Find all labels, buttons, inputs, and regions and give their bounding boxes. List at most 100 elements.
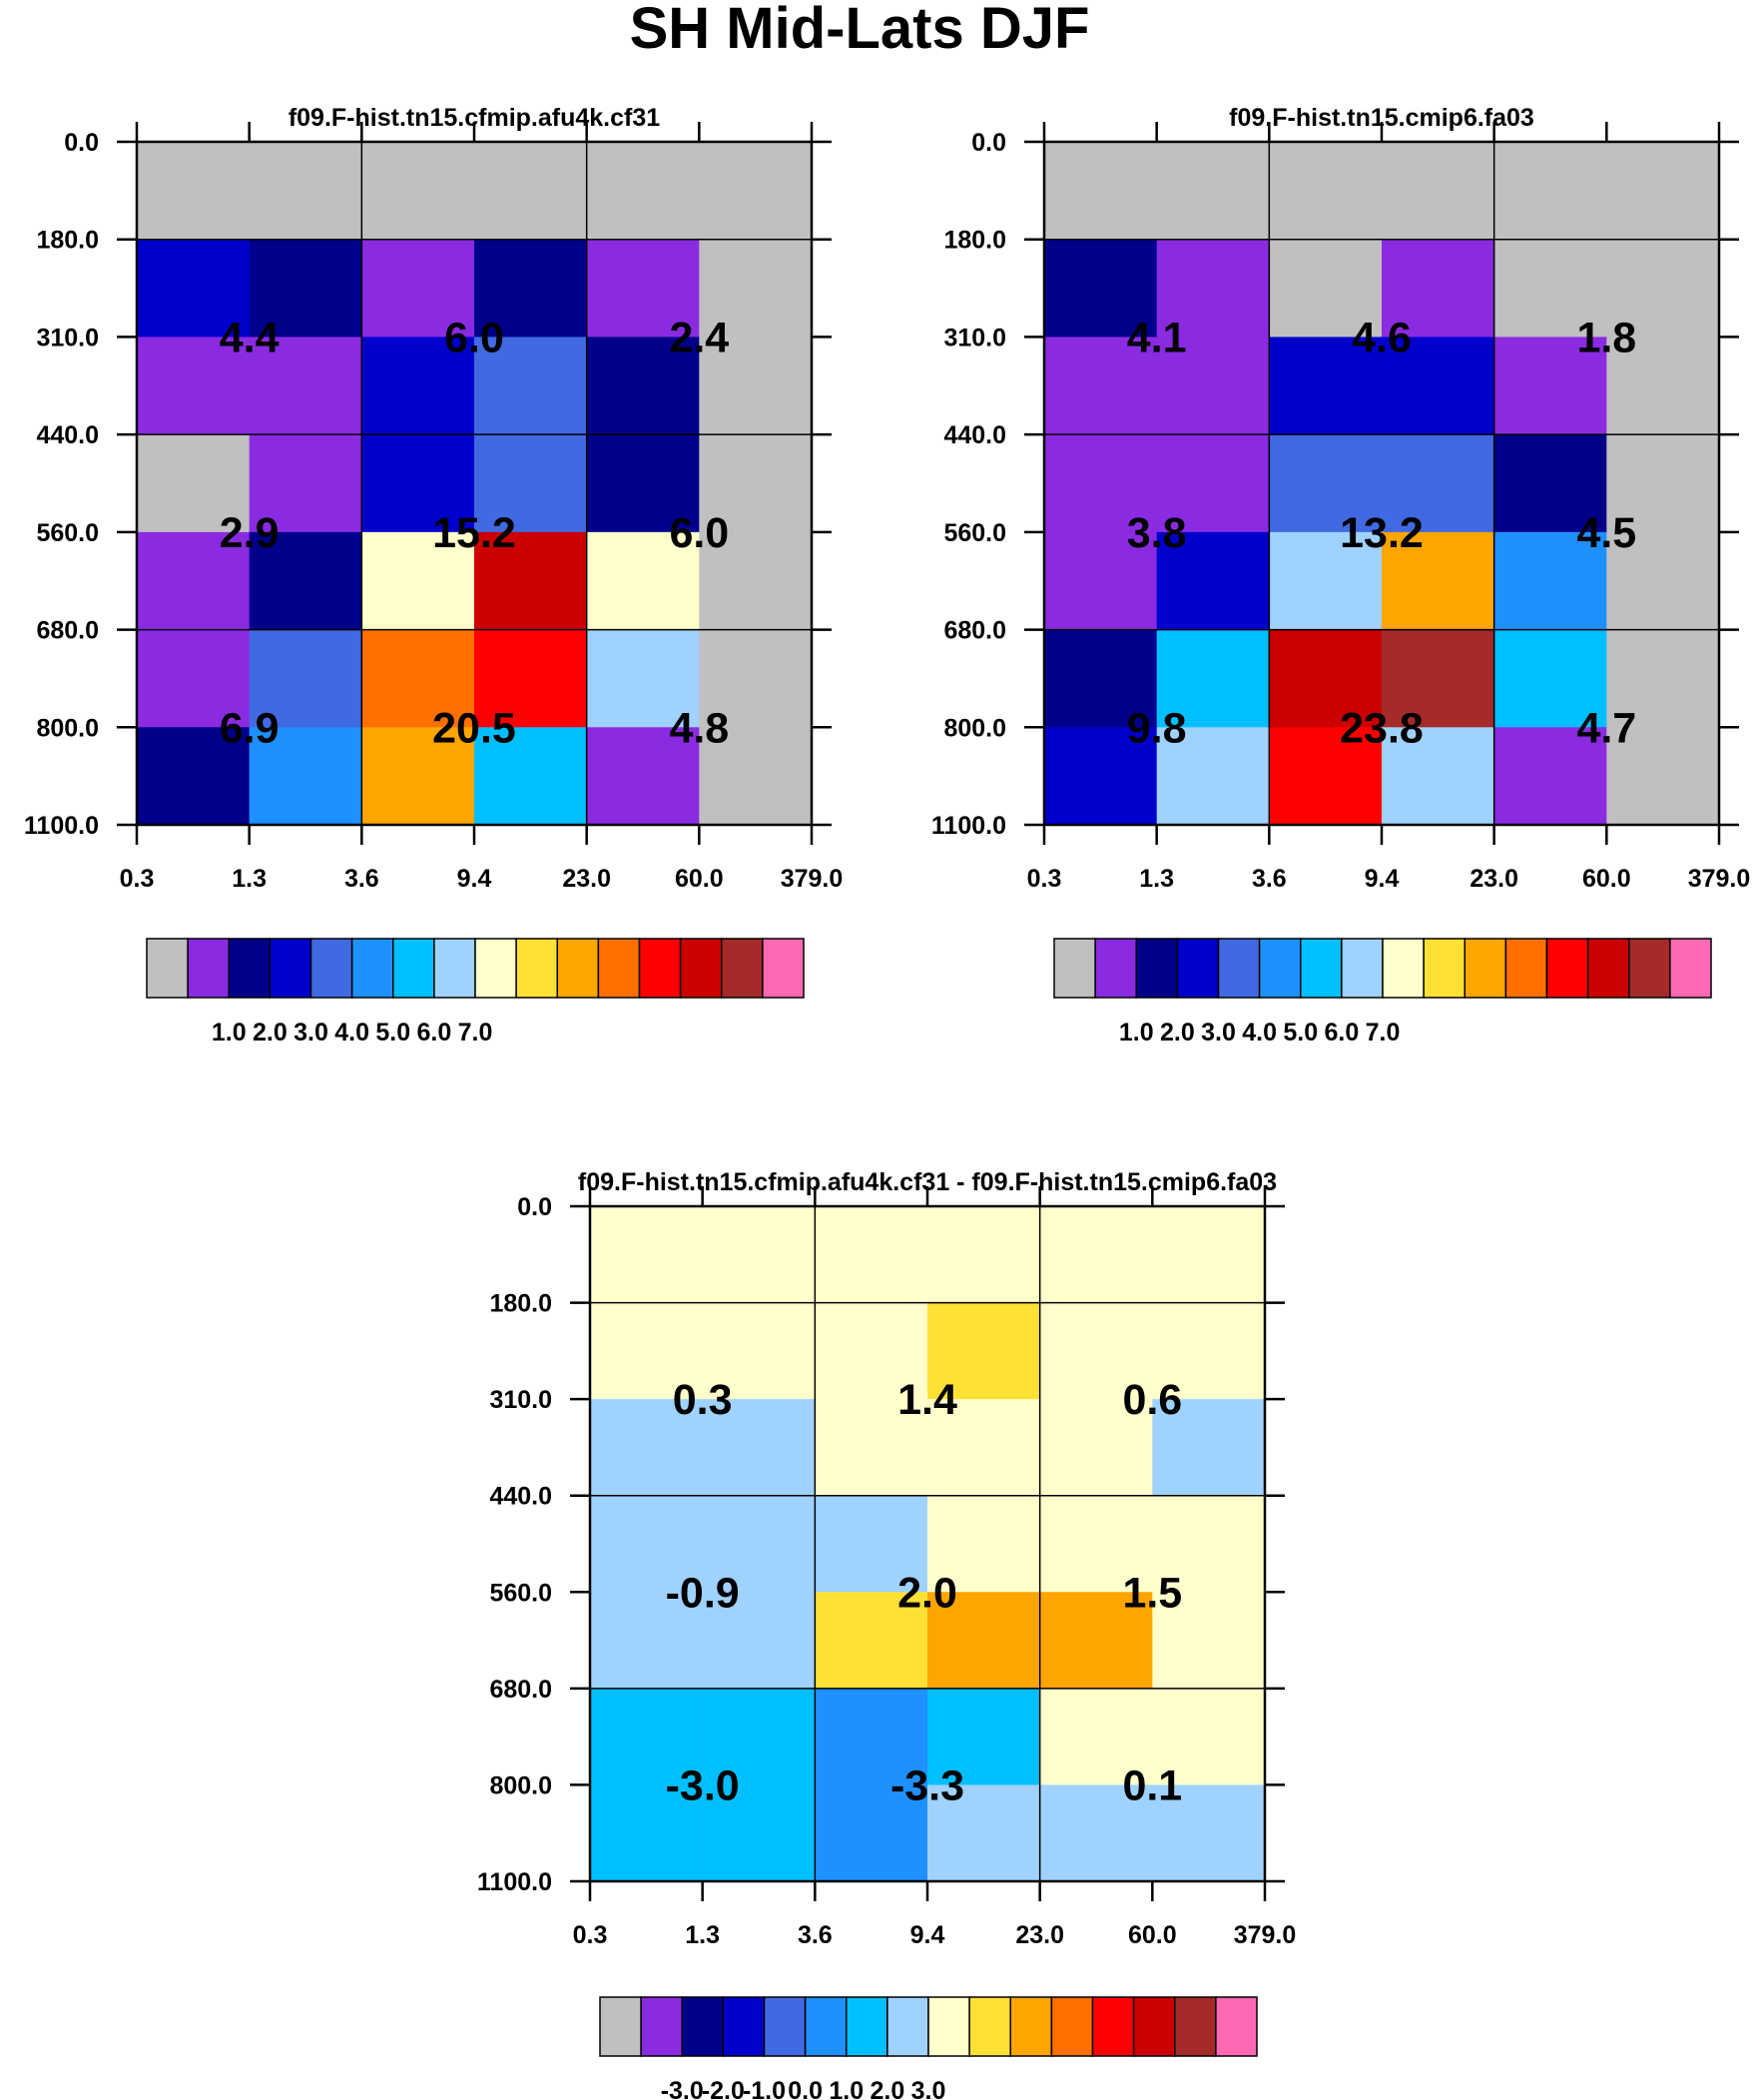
- block-value: 2.9: [220, 509, 280, 557]
- x-tick-label: 1.3: [232, 865, 267, 893]
- colorbar-label: 6.0: [416, 1019, 451, 1047]
- heatmap-cell: [1156, 434, 1270, 533]
- block-value: 4.8: [669, 704, 729, 752]
- heatmap-cell: [699, 629, 813, 728]
- colorbar-box: [1009, 1996, 1053, 2057]
- colorbar-label: 5.0: [1283, 1019, 1318, 1047]
- colorbar-box: [515, 938, 559, 999]
- colorbar-label: 3.0: [911, 2077, 946, 2100]
- heatmap-cell: [1039, 1495, 1153, 1593]
- heatmap-cell: [1152, 1302, 1266, 1400]
- heatmap-cell: [815, 1302, 928, 1400]
- x-tick-label: 3.6: [1252, 865, 1287, 893]
- heatmap-cell: [474, 629, 588, 728]
- heatmap-cell: [815, 1688, 928, 1786]
- colorbar-box: [599, 1996, 642, 2057]
- heatmap-cell: [1606, 629, 1720, 728]
- colorbar-box: [1053, 938, 1096, 999]
- x-tick-label: 60.0: [1582, 865, 1631, 893]
- heatmap-cell: [1382, 629, 1495, 728]
- heatmap-cell: [1493, 142, 1607, 241]
- colorbar-label: 6.0: [1324, 1019, 1359, 1047]
- heatmap-cell: [249, 337, 362, 435]
- colorbar-box: [1464, 938, 1507, 999]
- x-tick-label: 9.4: [457, 865, 492, 893]
- heatmap-cell: [1156, 239, 1270, 339]
- y-tick-label: 1100.0: [24, 812, 99, 840]
- y-tick-label: 680.0: [943, 617, 1006, 645]
- y-tick-label: 560.0: [943, 519, 1006, 547]
- heatmap-cell: [137, 239, 251, 339]
- heatmap-cell: [1152, 1206, 1266, 1304]
- panels: f09.F-hist.tn15.cfmip.afu4k.cf310.0180.0…: [24, 104, 1750, 2100]
- y-tick-label: 1100.0: [477, 1868, 552, 1896]
- colorbar-box: [392, 938, 435, 999]
- colorbar-box: [638, 938, 682, 999]
- colorbar-box: [1174, 1996, 1217, 2057]
- heatmap-cell: [815, 1399, 928, 1497]
- heatmap-cell: [1152, 1784, 1266, 1882]
- block-value: 4.1: [1127, 314, 1187, 361]
- heatmap-cell: [249, 727, 362, 826]
- heatmap-cell: [249, 239, 362, 339]
- colorbar-label: 3.0: [1201, 1019, 1236, 1047]
- y-tick-label: 680.0: [36, 617, 99, 645]
- y-tick-label: 800.0: [489, 1771, 552, 1799]
- heatmap-cell: [590, 1784, 704, 1882]
- heatmap-cell: [702, 1206, 816, 1304]
- block-value: 15.2: [432, 509, 516, 557]
- y-tick-label: 440.0: [36, 421, 99, 449]
- heatmap-cell: [137, 531, 251, 631]
- heatmap-cell: [137, 434, 251, 533]
- heatmap-cell: [699, 239, 813, 339]
- y-tick-label: 680.0: [489, 1676, 552, 1704]
- colorbar-label: 2.0: [870, 2077, 904, 2100]
- y-tick-label: 560.0: [36, 519, 99, 547]
- heatmap-cell: [249, 629, 362, 728]
- block-value: 4.7: [1576, 704, 1636, 752]
- y-tick-label: 0.0: [64, 129, 99, 157]
- x-tick-label: 60.0: [1128, 1921, 1177, 1949]
- heatmap-cell: [1039, 1592, 1153, 1690]
- heatmap-cell: [1493, 629, 1607, 728]
- x-tick-label: 3.6: [798, 1921, 833, 1949]
- heatmap-cell: [1039, 1302, 1153, 1400]
- heatmap-cell: [361, 629, 475, 728]
- heatmap-cell: [474, 531, 588, 631]
- heatmap-cell: [1156, 531, 1270, 631]
- x-tick-label: 0.3: [573, 1921, 608, 1949]
- colorbar-box: [1176, 938, 1220, 999]
- x-tick-label: 379.0: [1234, 1921, 1297, 1949]
- colorbar-box: [1091, 1996, 1135, 2057]
- colorbar-box: [1132, 1996, 1176, 2057]
- heatmap-cell: [474, 727, 588, 826]
- y-tick-label: 0.0: [517, 1193, 552, 1221]
- heatmap-cell: [927, 1688, 1041, 1786]
- colorbar-box: [1135, 938, 1179, 999]
- block-value: 6.0: [444, 314, 504, 361]
- heatmap-cell: [474, 434, 588, 533]
- x-tick-label: 0.3: [1027, 865, 1062, 893]
- block-value: 0.6: [1122, 1376, 1182, 1424]
- heatmap-cell: [699, 142, 813, 241]
- colorbar-box: [597, 938, 641, 999]
- heatmap-cell: [1039, 1206, 1153, 1304]
- heatmap-cell: [586, 531, 700, 631]
- y-tick-label: 180.0: [943, 227, 1006, 255]
- block-value: 1.4: [897, 1376, 957, 1424]
- colorbar-box: [804, 1996, 848, 2057]
- heatmap-cell: [1606, 142, 1720, 241]
- colorbar-box: [1217, 938, 1261, 999]
- block-value: 0.3: [673, 1376, 733, 1424]
- colorbar-label: 1.0: [829, 2077, 864, 2100]
- panel-2: f09.F-hist.tn15.cmip6.fa030.0180.0310.04…: [931, 104, 1750, 1047]
- heatmap-cell: [361, 337, 475, 435]
- heatmap-cell: [361, 531, 475, 631]
- heatmap-cell: [474, 142, 588, 241]
- colorbar-label: 1.0: [1119, 1019, 1154, 1047]
- colorbar-label: -3.0: [661, 2077, 704, 2100]
- block-value: 9.8: [1127, 704, 1187, 752]
- y-tick-label: 310.0: [943, 324, 1006, 351]
- colorbar-label: -1.0: [743, 2077, 786, 2100]
